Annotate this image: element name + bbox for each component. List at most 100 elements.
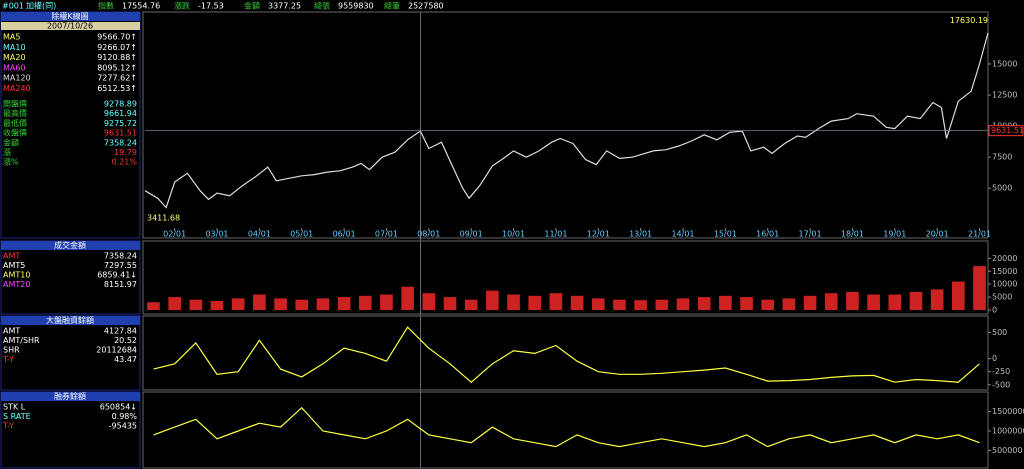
price-value: 9661.94: [104, 109, 137, 118]
title-bar: [1, 12, 140, 21]
x-tick-label: 07/01: [375, 230, 398, 239]
x-tick-label: 20/01: [926, 230, 949, 239]
plot-frame: [142, 11, 989, 239]
price-label: 最高價: [3, 108, 27, 118]
ma-value: 9266.07↑: [97, 43, 137, 52]
bar: [507, 294, 520, 310]
bar: [231, 298, 245, 310]
price-label: 漲%: [3, 158, 19, 167]
bar: [189, 299, 203, 310]
x-tick-label: 13/01: [629, 230, 652, 239]
y-tick-label: 1000000: [992, 427, 1024, 436]
bar: [867, 294, 880, 310]
title-bar: [1, 316, 140, 325]
x-tick-label: 19/01: [883, 230, 906, 239]
bar: [782, 298, 796, 310]
legend-value: 7297.55: [104, 261, 137, 270]
code: #001: [2, 2, 24, 11]
x-tick-label: 11/01: [544, 230, 567, 239]
bar: [740, 297, 753, 310]
y-tick-label: 0: [992, 306, 997, 315]
legend-label: T-Y: [2, 422, 14, 431]
price-value: 9275.72: [104, 119, 137, 128]
y-tick-label: 0: [992, 354, 997, 363]
plot-frame: [142, 240, 989, 315]
y-tick-label: 7500: [992, 153, 1012, 162]
field-label: 漲跌: [174, 1, 190, 11]
bar: [168, 297, 181, 310]
bar: [486, 290, 499, 310]
bar: [549, 293, 563, 310]
price-label: 最低價: [3, 118, 27, 128]
bar: [570, 295, 584, 310]
x-tick-label: 15/01: [714, 230, 737, 239]
bar: [803, 295, 817, 310]
price-label: 漲: [3, 148, 11, 157]
bar: [930, 289, 944, 310]
legend-value: 6859.41↓: [97, 271, 137, 280]
bar: [613, 299, 626, 310]
bar: [909, 291, 923, 310]
date-bar: [1, 22, 140, 30]
x-tick-label: 04/01: [248, 230, 271, 239]
legend-label: SHR: [3, 346, 20, 355]
price-label: 開盤價: [3, 99, 27, 109]
legend-value: 650854↓: [100, 403, 137, 412]
legend-value: 0.98%: [112, 412, 138, 421]
legend-label: AMT/SHR: [3, 336, 40, 345]
bar: [147, 302, 160, 310]
y-tick-label: 5000: [992, 184, 1012, 193]
field-value: 9559830: [338, 2, 374, 11]
bar: [888, 294, 902, 310]
y-tick-label: -500: [992, 380, 1010, 389]
cursor-box: [988, 125, 1024, 137]
bar: [210, 300, 224, 310]
legend-value: 8151.97: [104, 280, 137, 289]
y-tick-label: 5000: [992, 293, 1012, 302]
series-line: [144, 32, 989, 209]
field-label: 總張: [314, 1, 330, 11]
series-line: [153, 406, 980, 448]
price-value: 9631.51: [104, 129, 137, 138]
y-tick-label: 500: [992, 328, 1007, 337]
price-label: 金額: [3, 137, 19, 147]
field-label: 金額: [244, 1, 260, 11]
legend-label: S RATE: [3, 412, 31, 421]
bar: [952, 281, 965, 310]
name: 加權(同): [26, 1, 56, 11]
x-tick-label: 12/01: [587, 230, 610, 239]
x-tick-label: 17/01: [799, 230, 822, 239]
x-tick-label: 18/01: [841, 230, 864, 239]
x-tick-label: 21/01: [968, 230, 991, 239]
y-tick-label: 1500000: [992, 407, 1024, 416]
field-value: 17554.76: [122, 2, 160, 11]
legend-value: 20.52: [114, 336, 137, 345]
x-tick-label: 10/01: [502, 230, 525, 239]
y-tick-label: 10000: [992, 280, 1017, 289]
legend-value: 43.47: [114, 355, 137, 364]
cursor-label: 9631.51: [991, 126, 1024, 135]
bar: [464, 299, 478, 310]
x-tick-label: 08/01: [417, 230, 440, 239]
x-tick-label: 05/01: [290, 230, 313, 239]
x-tick-label: 03/01: [205, 230, 228, 239]
bar: [697, 297, 711, 310]
field-label: 指數: [98, 1, 114, 11]
x-tick-label: 14/01: [671, 230, 694, 239]
ma-label: MA20: [3, 53, 26, 62]
legend-value: 4127.84: [104, 327, 137, 336]
price-value: 0.21%: [112, 158, 138, 167]
legend-label: AMT5: [3, 261, 25, 270]
high-label: 17630.19: [950, 16, 988, 25]
bar: [337, 297, 351, 310]
legend-value: 20112684: [96, 346, 137, 355]
bar: [676, 298, 690, 310]
bar: [846, 291, 859, 310]
field-value: 3377.25: [268, 2, 301, 11]
price-value: 7358.24: [104, 138, 137, 147]
title-bar: [1, 241, 140, 250]
legend-value: -95435: [109, 422, 137, 431]
panel-title: 大盤融資餘額: [46, 315, 94, 325]
price-value: 9278.89: [104, 100, 137, 109]
